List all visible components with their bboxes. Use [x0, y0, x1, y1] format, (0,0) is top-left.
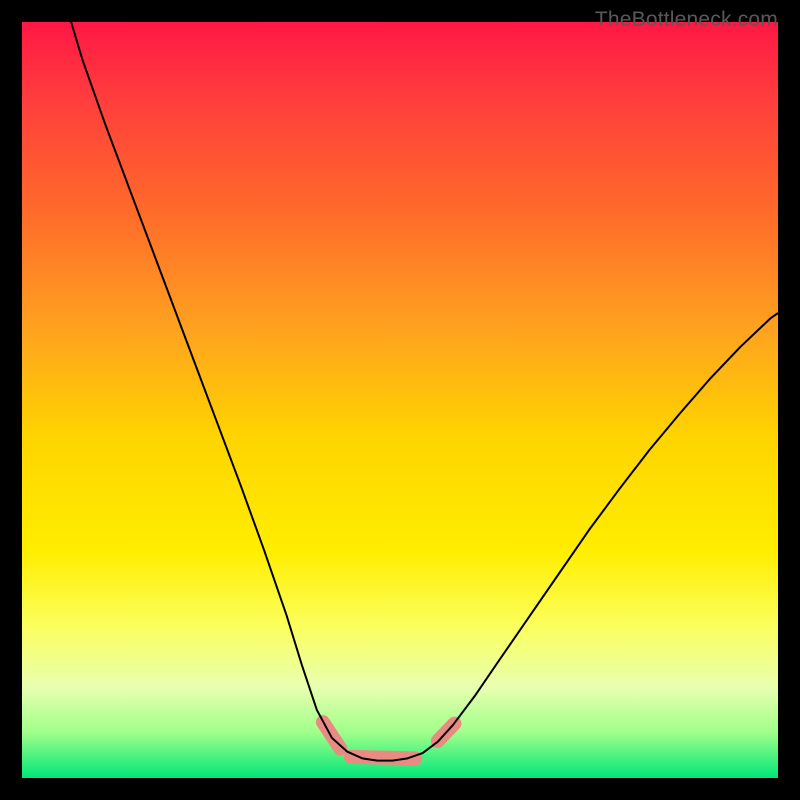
chart-frame: TheBottleneck.com	[0, 0, 800, 800]
chart-overlay-svg	[0, 0, 800, 800]
bottleneck-curve	[71, 22, 778, 761]
